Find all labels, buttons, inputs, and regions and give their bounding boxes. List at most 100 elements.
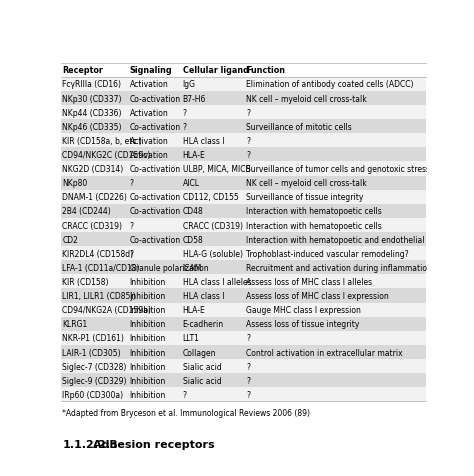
Text: Inhibition: Inhibition <box>130 278 166 287</box>
Text: Cellular ligand: Cellular ligand <box>182 66 248 75</box>
Text: CRACC (CD319): CRACC (CD319) <box>182 221 243 230</box>
Text: Inhibition: Inhibition <box>130 306 166 315</box>
Text: ?: ? <box>246 109 250 118</box>
Text: ?: ? <box>246 335 250 343</box>
Text: LLT1: LLT1 <box>182 335 200 343</box>
Text: ?: ? <box>182 109 187 118</box>
Bar <box>61 246 426 260</box>
Text: HLA-E: HLA-E <box>182 306 205 315</box>
Text: HLA-G (soluble): HLA-G (soluble) <box>182 250 243 259</box>
Bar <box>61 63 426 77</box>
Text: ?: ? <box>246 151 250 160</box>
Text: NKR-P1 (CD161): NKR-P1 (CD161) <box>62 335 124 343</box>
Bar <box>61 77 426 91</box>
Text: ?: ? <box>130 221 134 230</box>
Text: DNAM-1 (CD226): DNAM-1 (CD226) <box>62 193 127 202</box>
Bar <box>61 105 426 119</box>
Text: Inhibition: Inhibition <box>130 377 166 386</box>
Bar <box>61 331 426 345</box>
Text: NKp44 (CD336): NKp44 (CD336) <box>62 109 122 118</box>
Text: Assess loss of MHC class I alleles: Assess loss of MHC class I alleles <box>246 278 373 287</box>
Text: HLA class I alleles: HLA class I alleles <box>182 278 251 287</box>
Text: Activation: Activation <box>130 137 168 146</box>
Text: Control activation in extracellular matrix: Control activation in extracellular matr… <box>246 348 403 357</box>
Text: Siglec-7 (CD328): Siglec-7 (CD328) <box>62 363 127 372</box>
Text: NKp30 (CD337): NKp30 (CD337) <box>62 95 122 103</box>
Text: Co-activation: Co-activation <box>130 236 181 245</box>
Text: 2B4 (CD244): 2B4 (CD244) <box>62 208 111 217</box>
Text: 1.1.2.2.3: 1.1.2.2.3 <box>62 440 118 450</box>
Text: Inhibition: Inhibition <box>130 348 166 357</box>
Text: Inhibition: Inhibition <box>130 335 166 343</box>
Bar <box>61 359 426 373</box>
Text: Sialic acid: Sialic acid <box>182 363 221 372</box>
Text: Surveillance of tissue integrity: Surveillance of tissue integrity <box>246 193 364 202</box>
Text: Inhibition: Inhibition <box>130 391 166 400</box>
Text: Co-activation: Co-activation <box>130 123 181 132</box>
Text: ?: ? <box>246 363 250 372</box>
Text: HLA class I: HLA class I <box>182 137 224 146</box>
Text: Co-activation: Co-activation <box>130 193 181 202</box>
Text: CD2: CD2 <box>62 236 78 245</box>
Text: Inhibition: Inhibition <box>130 363 166 372</box>
Bar <box>61 189 426 204</box>
Bar <box>61 345 426 359</box>
Text: Siglec-9 (CD329): Siglec-9 (CD329) <box>62 377 127 386</box>
Text: AICL: AICL <box>182 179 200 188</box>
Bar <box>61 232 426 246</box>
Text: LIR1, LILR1 (CD85j): LIR1, LILR1 (CD85j) <box>62 292 136 301</box>
Text: CD94/NKG2A (CD159a): CD94/NKG2A (CD159a) <box>62 306 151 315</box>
Text: Interaction with hematopoetic cells: Interaction with hematopoetic cells <box>246 221 382 230</box>
Bar <box>61 119 426 133</box>
Text: Activation: Activation <box>130 151 168 160</box>
Text: Elimination of antibody coated cells (ADCC): Elimination of antibody coated cells (AD… <box>246 80 414 89</box>
Bar <box>61 260 426 274</box>
Text: Assess loss of MHC class I expression: Assess loss of MHC class I expression <box>246 292 389 301</box>
Text: KIR (CD158): KIR (CD158) <box>62 278 109 287</box>
Bar <box>61 288 426 303</box>
Text: ICAM: ICAM <box>182 264 202 273</box>
Text: ?: ? <box>182 123 187 132</box>
Text: ?: ? <box>130 250 134 259</box>
Bar <box>61 161 426 176</box>
Text: E-cadherin: E-cadherin <box>182 320 224 329</box>
Bar <box>61 303 426 317</box>
Text: LAIR-1 (CD305): LAIR-1 (CD305) <box>62 348 121 357</box>
Text: KIR (CD158a, b, etc.): KIR (CD158a, b, etc.) <box>62 137 142 146</box>
Text: ?: ? <box>130 179 134 188</box>
Bar <box>61 274 426 288</box>
Text: Function: Function <box>246 66 285 75</box>
Text: Activation: Activation <box>130 109 168 118</box>
Text: KLRG1: KLRG1 <box>62 320 87 329</box>
Text: Trophoblast-induced vascular remodeling?: Trophoblast-induced vascular remodeling? <box>246 250 409 259</box>
Text: Gauge MHC class I expression: Gauge MHC class I expression <box>246 306 361 315</box>
Text: NKp46 (CD335): NKp46 (CD335) <box>62 123 122 132</box>
Text: Activation: Activation <box>130 80 168 89</box>
Text: *Adapted from Bryceson et al. Immunological Reviews 2006 (89): *Adapted from Bryceson et al. Immunologi… <box>62 409 310 418</box>
Text: NK cell – myeloid cell cross-talk: NK cell – myeloid cell cross-talk <box>246 179 367 188</box>
Text: CD112, CD155: CD112, CD155 <box>182 193 238 202</box>
Text: HLA-E: HLA-E <box>182 151 205 160</box>
Text: Co-activation: Co-activation <box>130 165 181 174</box>
Text: IRp60 (CD300a): IRp60 (CD300a) <box>62 391 123 400</box>
Bar <box>61 147 426 161</box>
Text: ULBP, MICA, MICB: ULBP, MICA, MICB <box>182 165 250 174</box>
Bar <box>61 317 426 331</box>
Text: NKG2D (CD314): NKG2D (CD314) <box>62 165 123 174</box>
Text: Assess loss of tissue integrity: Assess loss of tissue integrity <box>246 320 360 329</box>
Text: Adhesion receptors: Adhesion receptors <box>93 440 215 450</box>
Text: B7-H6: B7-H6 <box>182 95 206 103</box>
Text: Co-activation: Co-activation <box>130 95 181 103</box>
Text: Granule polarization: Granule polarization <box>130 264 208 273</box>
Text: Recruitment and activation during inflammation, efficient cytotoxicity: Recruitment and activation during inflam… <box>246 264 474 273</box>
Text: Surveillance of mitotic cells: Surveillance of mitotic cells <box>246 123 352 132</box>
Text: CD94/NKG2C (CD159c): CD94/NKG2C (CD159c) <box>62 151 150 160</box>
Text: CRACC (CD319): CRACC (CD319) <box>62 221 122 230</box>
Text: IgG: IgG <box>182 80 196 89</box>
Text: ?: ? <box>246 137 250 146</box>
Text: ?: ? <box>246 377 250 386</box>
Text: ?: ? <box>246 391 250 400</box>
Text: Collagen: Collagen <box>182 348 216 357</box>
Bar <box>61 133 426 147</box>
Text: Inhibition: Inhibition <box>130 320 166 329</box>
